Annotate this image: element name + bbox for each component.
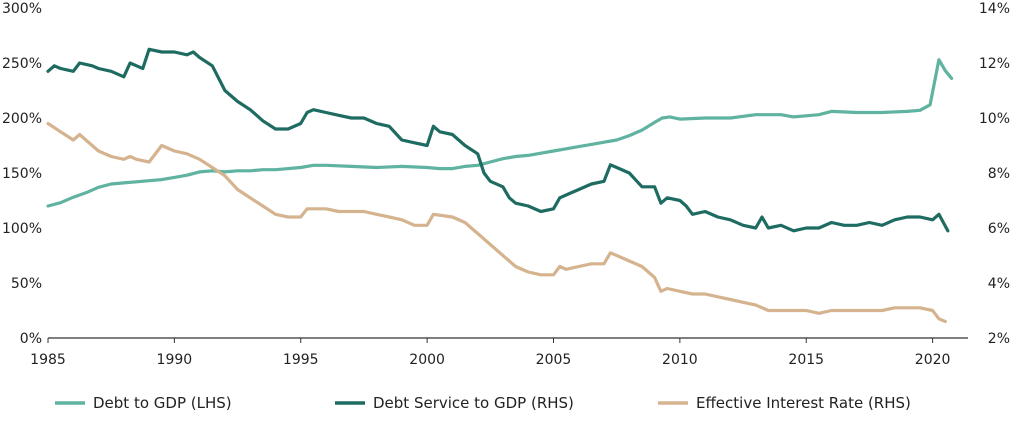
series-line-debt_gdp [46, 58, 954, 208]
x-axis-tick-label: 2005 [536, 352, 572, 368]
x-axis-tick-label: 1990 [157, 352, 193, 368]
x-axis-tick-label: 2010 [662, 352, 698, 368]
left-axis-tick-label: 50% [11, 276, 42, 292]
x-axis-tick-label: 2000 [409, 352, 445, 368]
left-axis-tick-label: 100% [2, 221, 42, 237]
legend-label-debt_service: Debt Service to GDP (RHS) [373, 394, 574, 412]
right-axis-tick-label: 2% [988, 331, 1010, 347]
series-line-interest [46, 121, 947, 324]
axes-group [47, 337, 968, 343]
right-axis-tick-label: 4% [988, 276, 1010, 292]
right-axis-tick-label: 12% [979, 56, 1010, 72]
legend-label-debt_gdp: Debt to GDP (LHS) [93, 394, 232, 412]
series-group [46, 47, 954, 324]
right-axis-tick-label: 10% [979, 111, 1010, 127]
left-axis-tick-label: 150% [2, 166, 42, 182]
legend: Debt to GDP (LHS) Debt Service to GDP (RH… [55, 394, 911, 412]
series-line-debt_service [46, 47, 950, 233]
tick-labels-group: 0% 50% 100% 150% 200% 250% 300% 2% 4% 6% 8% 10% 12% 1… [2, 1, 1010, 368]
right-axis-tick-label: 6% [988, 221, 1010, 237]
x-axis-tick-label: 1995 [283, 352, 319, 368]
legend-label-interest: Effective Interest Rate (RHS) [696, 394, 911, 412]
left-axis-tick-label: 300% [2, 1, 42, 17]
right-axis-tick-label: 8% [988, 166, 1010, 182]
x-axis-tick-label: 1985 [30, 352, 66, 368]
right-axis-tick-label: 14% [979, 1, 1010, 17]
x-axis-tick-label: 2015 [788, 352, 824, 368]
x-axis-tick-label: 2020 [915, 352, 951, 368]
left-axis-tick-label: 0% [20, 331, 42, 347]
left-axis-tick-label: 200% [2, 111, 42, 127]
left-axis-tick-label: 250% [2, 56, 42, 72]
